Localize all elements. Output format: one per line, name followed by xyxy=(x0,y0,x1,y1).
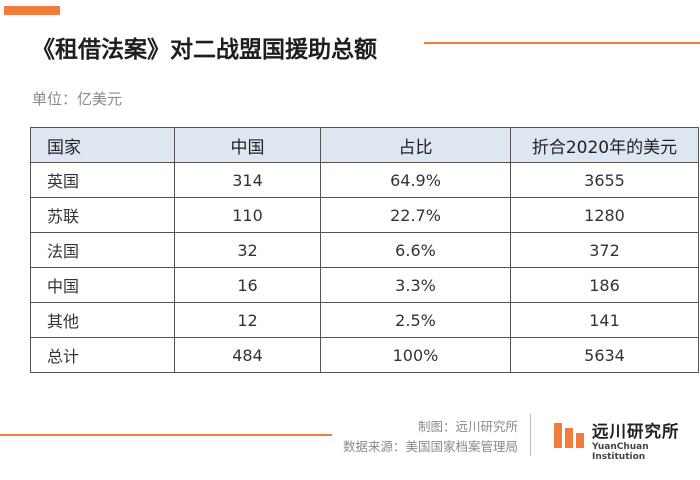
cell-country: 苏联 xyxy=(30,197,175,233)
cell-amount: 484 xyxy=(174,337,321,373)
cell-2020-usd: 141 xyxy=(510,302,699,338)
cell-amount: 12 xyxy=(174,302,321,338)
cell-share: 22.7% xyxy=(320,197,511,233)
cell-2020-usd: 372 xyxy=(510,232,699,268)
cell-country: 英国 xyxy=(30,162,175,198)
cell-amount: 16 xyxy=(174,267,321,303)
cell-country: 总计 xyxy=(30,337,175,373)
cell-2020-usd: 186 xyxy=(510,267,699,303)
table-row: 其他 12 2.5% 141 xyxy=(30,302,699,338)
cell-share: 6.6% xyxy=(320,232,511,268)
unit-label: 单位：亿美元 xyxy=(32,90,123,108)
table-row: 苏联 110 22.7% 1280 xyxy=(30,197,699,233)
logo-english-name: YuanChuan Institution xyxy=(592,442,649,462)
header-share: 占比 xyxy=(320,127,511,163)
table-row: 中国 16 3.3% 186 xyxy=(30,267,699,303)
cell-share: 3.3% xyxy=(320,267,511,303)
cell-2020-usd: 5634 xyxy=(510,337,699,373)
table-row: 英国 314 64.9% 3655 xyxy=(30,162,699,198)
cell-country: 中国 xyxy=(30,267,175,303)
header-country: 国家 xyxy=(30,127,175,163)
page-title: 《租借法案》对二战盟国援助总额 xyxy=(32,37,377,63)
footer-divider xyxy=(530,414,531,456)
header-amount: 中国 xyxy=(174,127,321,163)
cell-country: 其他 xyxy=(30,302,175,338)
logo-icon xyxy=(554,423,584,448)
top-accent-bar xyxy=(4,6,60,15)
title-rule xyxy=(424,42,700,44)
cell-share: 64.9% xyxy=(320,162,511,198)
header-2020-usd: 折合2020年的美元 xyxy=(510,127,699,163)
table-row-total: 总计 484 100% 5634 xyxy=(30,337,699,373)
cell-amount: 110 xyxy=(174,197,321,233)
aid-table: 国家 中国 占比 折合2020年的美元 英国 314 64.9% 3655 苏联… xyxy=(30,127,699,373)
cell-country: 法国 xyxy=(30,232,175,268)
footer-credits: 制图：远川研究所 数据来源：美国国家档案管理局 xyxy=(343,417,518,457)
cell-amount: 314 xyxy=(174,162,321,198)
logo-name: 远川研究所 xyxy=(592,422,680,441)
credit-maker: 制图：远川研究所 xyxy=(417,419,518,434)
cell-2020-usd: 3655 xyxy=(510,162,699,198)
table-header-row: 国家 中国 占比 折合2020年的美元 xyxy=(30,127,699,163)
cell-share: 2.5% xyxy=(320,302,511,338)
footer-rule xyxy=(0,434,332,436)
table-row: 法国 32 6.6% 372 xyxy=(30,232,699,268)
cell-share: 100% xyxy=(320,337,511,373)
cell-amount: 32 xyxy=(174,232,321,268)
cell-2020-usd: 1280 xyxy=(510,197,699,233)
credit-source: 数据来源：美国国家档案管理局 xyxy=(342,439,518,454)
